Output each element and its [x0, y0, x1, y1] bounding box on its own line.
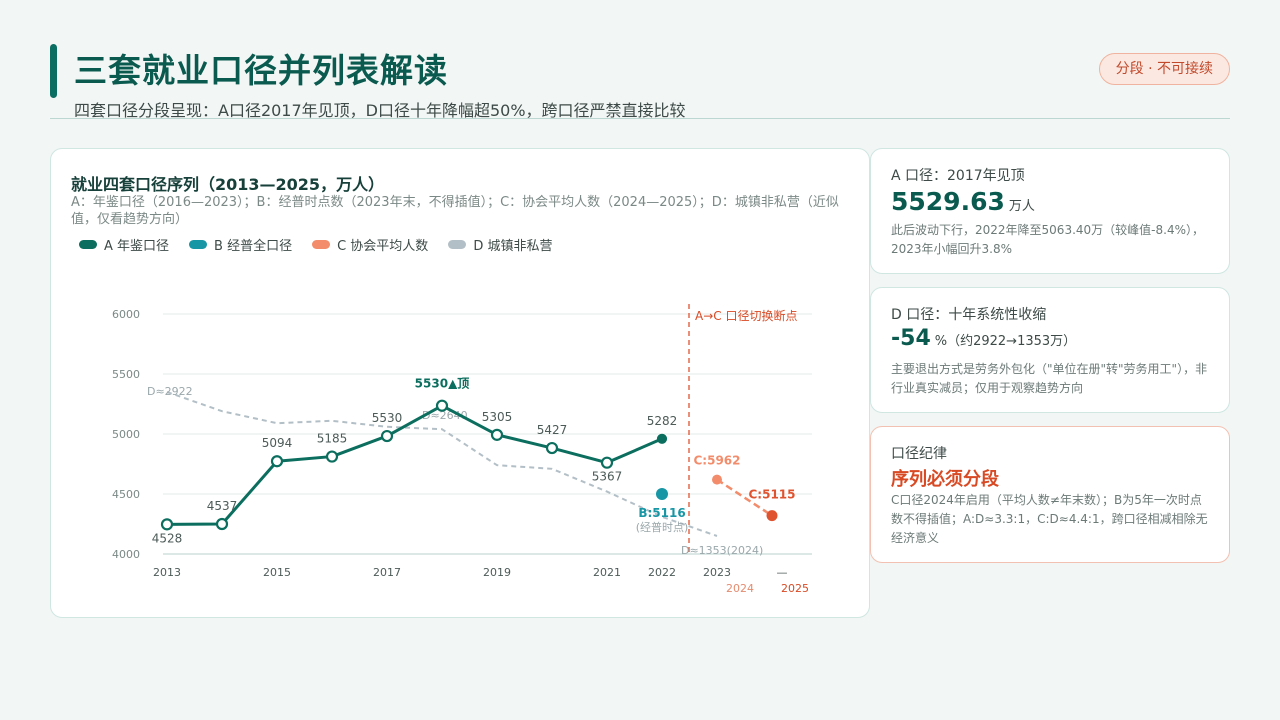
series-a-label-3: 5185: [317, 432, 348, 446]
series-d-label-start: D≈2922: [147, 385, 193, 398]
legend-swatch-c: [312, 240, 331, 249]
legend-label-c: C 协会平均人数: [337, 239, 429, 254]
chart-card: 就业四套口径序列（2013—2025，万人） A：年鉴口径（2016—2023）…: [50, 148, 870, 618]
x-tick-5: 2022: [648, 566, 676, 579]
series-a-point-0: [160, 518, 174, 531]
series-b-point: [656, 488, 668, 500]
legend-swatch-b: [189, 240, 208, 249]
card-a-unit: 万人: [1008, 199, 1035, 214]
series-a-point-2: [270, 455, 284, 468]
series-c-label-1: C:5115: [748, 488, 795, 502]
series-a-point-7: [545, 441, 559, 455]
legend-label-d: D 城镇非私营: [473, 239, 553, 254]
breakpoint-label: A→C 口径切换断点: [695, 308, 797, 323]
legend-item-b: B 经普全口径: [189, 235, 292, 254]
card-d-value: -54: [891, 326, 931, 351]
legend-item-a: A 年鉴口径: [79, 235, 169, 254]
series-a-label-9: 5282: [647, 414, 678, 428]
legend-swatch-d: [448, 240, 467, 249]
series-a-point-8: [600, 456, 614, 469]
legend-label-b: B 经普全口径: [214, 239, 293, 254]
legend-item-d: D 城镇非私营: [448, 235, 552, 254]
y-tick-4000: 4000: [112, 548, 140, 561]
y-tick-5000: 5000: [112, 428, 140, 441]
series-c-point-0: [712, 474, 722, 485]
series-a-label-8: 5367: [592, 470, 623, 484]
x-tick-3: 2019: [483, 566, 511, 579]
series-a-label-5: 5530▲顶: [415, 377, 470, 391]
series-a-point-6: [490, 428, 504, 441]
y-tick-4500: 4500: [112, 488, 140, 501]
card-a-value-wrap: 5529.63 万人: [891, 187, 1035, 216]
legend-swatch-a: [79, 240, 97, 249]
header-divider: [50, 118, 1230, 119]
legend-item-c: C 协会平均人数: [312, 235, 428, 254]
series-a-point-3: [325, 450, 339, 463]
chart-legend: A 年鉴口径 B 经普全口径 C 协会平均人数 D 城镇非私营: [79, 235, 552, 254]
series-a-point-5: [435, 399, 449, 412]
card-discipline: 口径纪律 序列必须分段 C口径2024年启用（平均人数≠年末数）；B为5年一次时…: [870, 426, 1230, 563]
series-c-point-1: [766, 510, 778, 522]
series-a-label-7: 5427: [537, 423, 568, 437]
x-tick-2024: 2024: [726, 582, 754, 595]
series-c-label-0: C:5962: [693, 454, 740, 468]
series-d-line: [166, 391, 718, 537]
x-tick-2: 2017: [373, 566, 401, 579]
series-d-label-end: D≈1353(2024): [681, 544, 763, 557]
segment-badge: 分段 · 不可接续: [1098, 53, 1230, 85]
line-chart: 4000 4500 5000 5500 6000 2013 2015 2017 2019 2021…: [112, 304, 812, 595]
series-a-line: [166, 404, 663, 526]
chart-title: 就业四套口径序列（2013—2025，万人）: [71, 175, 385, 194]
card-d-text: 主要退出方式是劳务外包化（"单位在册"转"劳务用工"），非行业真实减员；仅用于观…: [891, 362, 1208, 395]
title-accent-bar: [50, 44, 57, 98]
series-a-point-4: [380, 429, 394, 443]
series-b-note: (经普时点): [636, 520, 689, 534]
series-a-point-1: [215, 517, 229, 531]
card-a-text: 此后波动下行，2022年降至5063.40万（较峰值-8.4%），2023年小幅…: [891, 223, 1204, 256]
series-a-label-6: 5305: [482, 410, 513, 424]
x-tick-1: 2015: [263, 566, 291, 579]
card-a-label: A 口径：2017年见顶: [891, 168, 1025, 184]
page-subtitle: 四套口径分段呈现：A口径2017年见顶，D口径十年降幅超50%，跨口径严禁直接比…: [74, 101, 686, 120]
series-a-label-4: 5530: [372, 411, 403, 425]
x-tick-6: 2023: [703, 566, 731, 579]
card-a-value: 5529.63: [891, 187, 1005, 216]
series-a-point-9: [656, 433, 668, 444]
x-tick-7: —: [777, 566, 788, 579]
x-tick-0: 2013: [153, 566, 181, 579]
card-d-unit: %（约2922→1353万）: [934, 334, 1077, 349]
card-a-peak: A 口径：2017年见顶 5529.63 万人 此后波动下行，2022年降至506…: [870, 148, 1230, 274]
card-discipline-value: 序列必须分段: [891, 469, 999, 490]
y-tick-5500: 5500: [112, 368, 140, 381]
card-d-value-wrap: -54 %（约2922→1353万）: [891, 326, 1076, 351]
card-discipline-label: 口径纪律: [891, 446, 947, 462]
x-tick-2025: 2025: [781, 582, 809, 595]
chart-note: A：年鉴口径（2016—2023）；B：经普时点数（2023年末，不得插值）；C…: [71, 195, 839, 227]
series-a-label-2: 5094: [262, 436, 293, 450]
x-tick-4: 2021: [593, 566, 621, 579]
card-d-shrink: D 口径：十年系统性收缩 -54 %（约2922→1353万） 主要退出方式是劳务…: [870, 287, 1230, 413]
card-d-label: D 口径：十年系统性收缩: [891, 307, 1047, 323]
series-b-label: B:5116: [638, 506, 685, 520]
legend-label-a: A 年鉴口径: [104, 239, 170, 254]
series-a-label-1: 4537: [207, 499, 238, 513]
y-tick-6000: 6000: [112, 308, 140, 321]
page-title: 三套就业口径并列表解读: [74, 51, 448, 90]
series-a-label-0: 4528: [152, 531, 183, 545]
card-discipline-text: C口径2024年启用（平均人数≠年末数）；B为5年一次时点数不得插值；A:D≈3…: [891, 493, 1208, 545]
